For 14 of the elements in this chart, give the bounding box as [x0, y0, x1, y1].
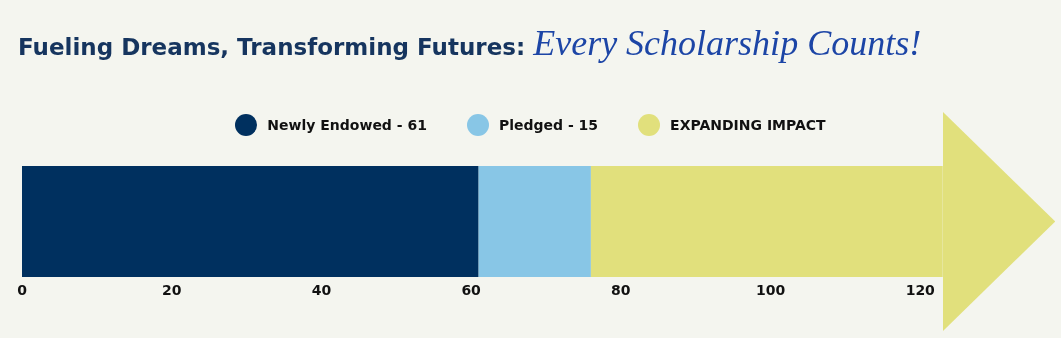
x-tick-label: 100 — [755, 281, 786, 298]
legend-label: Pledged - 15 — [498, 117, 599, 133]
x-tick-label: 0 — [17, 281, 28, 298]
legend-label: Newly Endowed - 61 — [267, 117, 427, 133]
x-tick-label: 40 — [311, 281, 332, 298]
chart-title: Fueling Dreams, Transforming Futures: — [18, 34, 526, 60]
chart-subtitle: Every Scholarship Counts! — [533, 22, 922, 64]
bar — [478, 166, 591, 277]
x-tick-label: 120 — [905, 281, 936, 298]
legend-label: EXPANDING IMPACT — [670, 117, 826, 133]
x-tick-label: 20 — [161, 281, 182, 298]
bar — [22, 166, 479, 277]
x-tick-label: 60 — [461, 281, 482, 298]
x-tick-label: 80 — [611, 281, 631, 298]
